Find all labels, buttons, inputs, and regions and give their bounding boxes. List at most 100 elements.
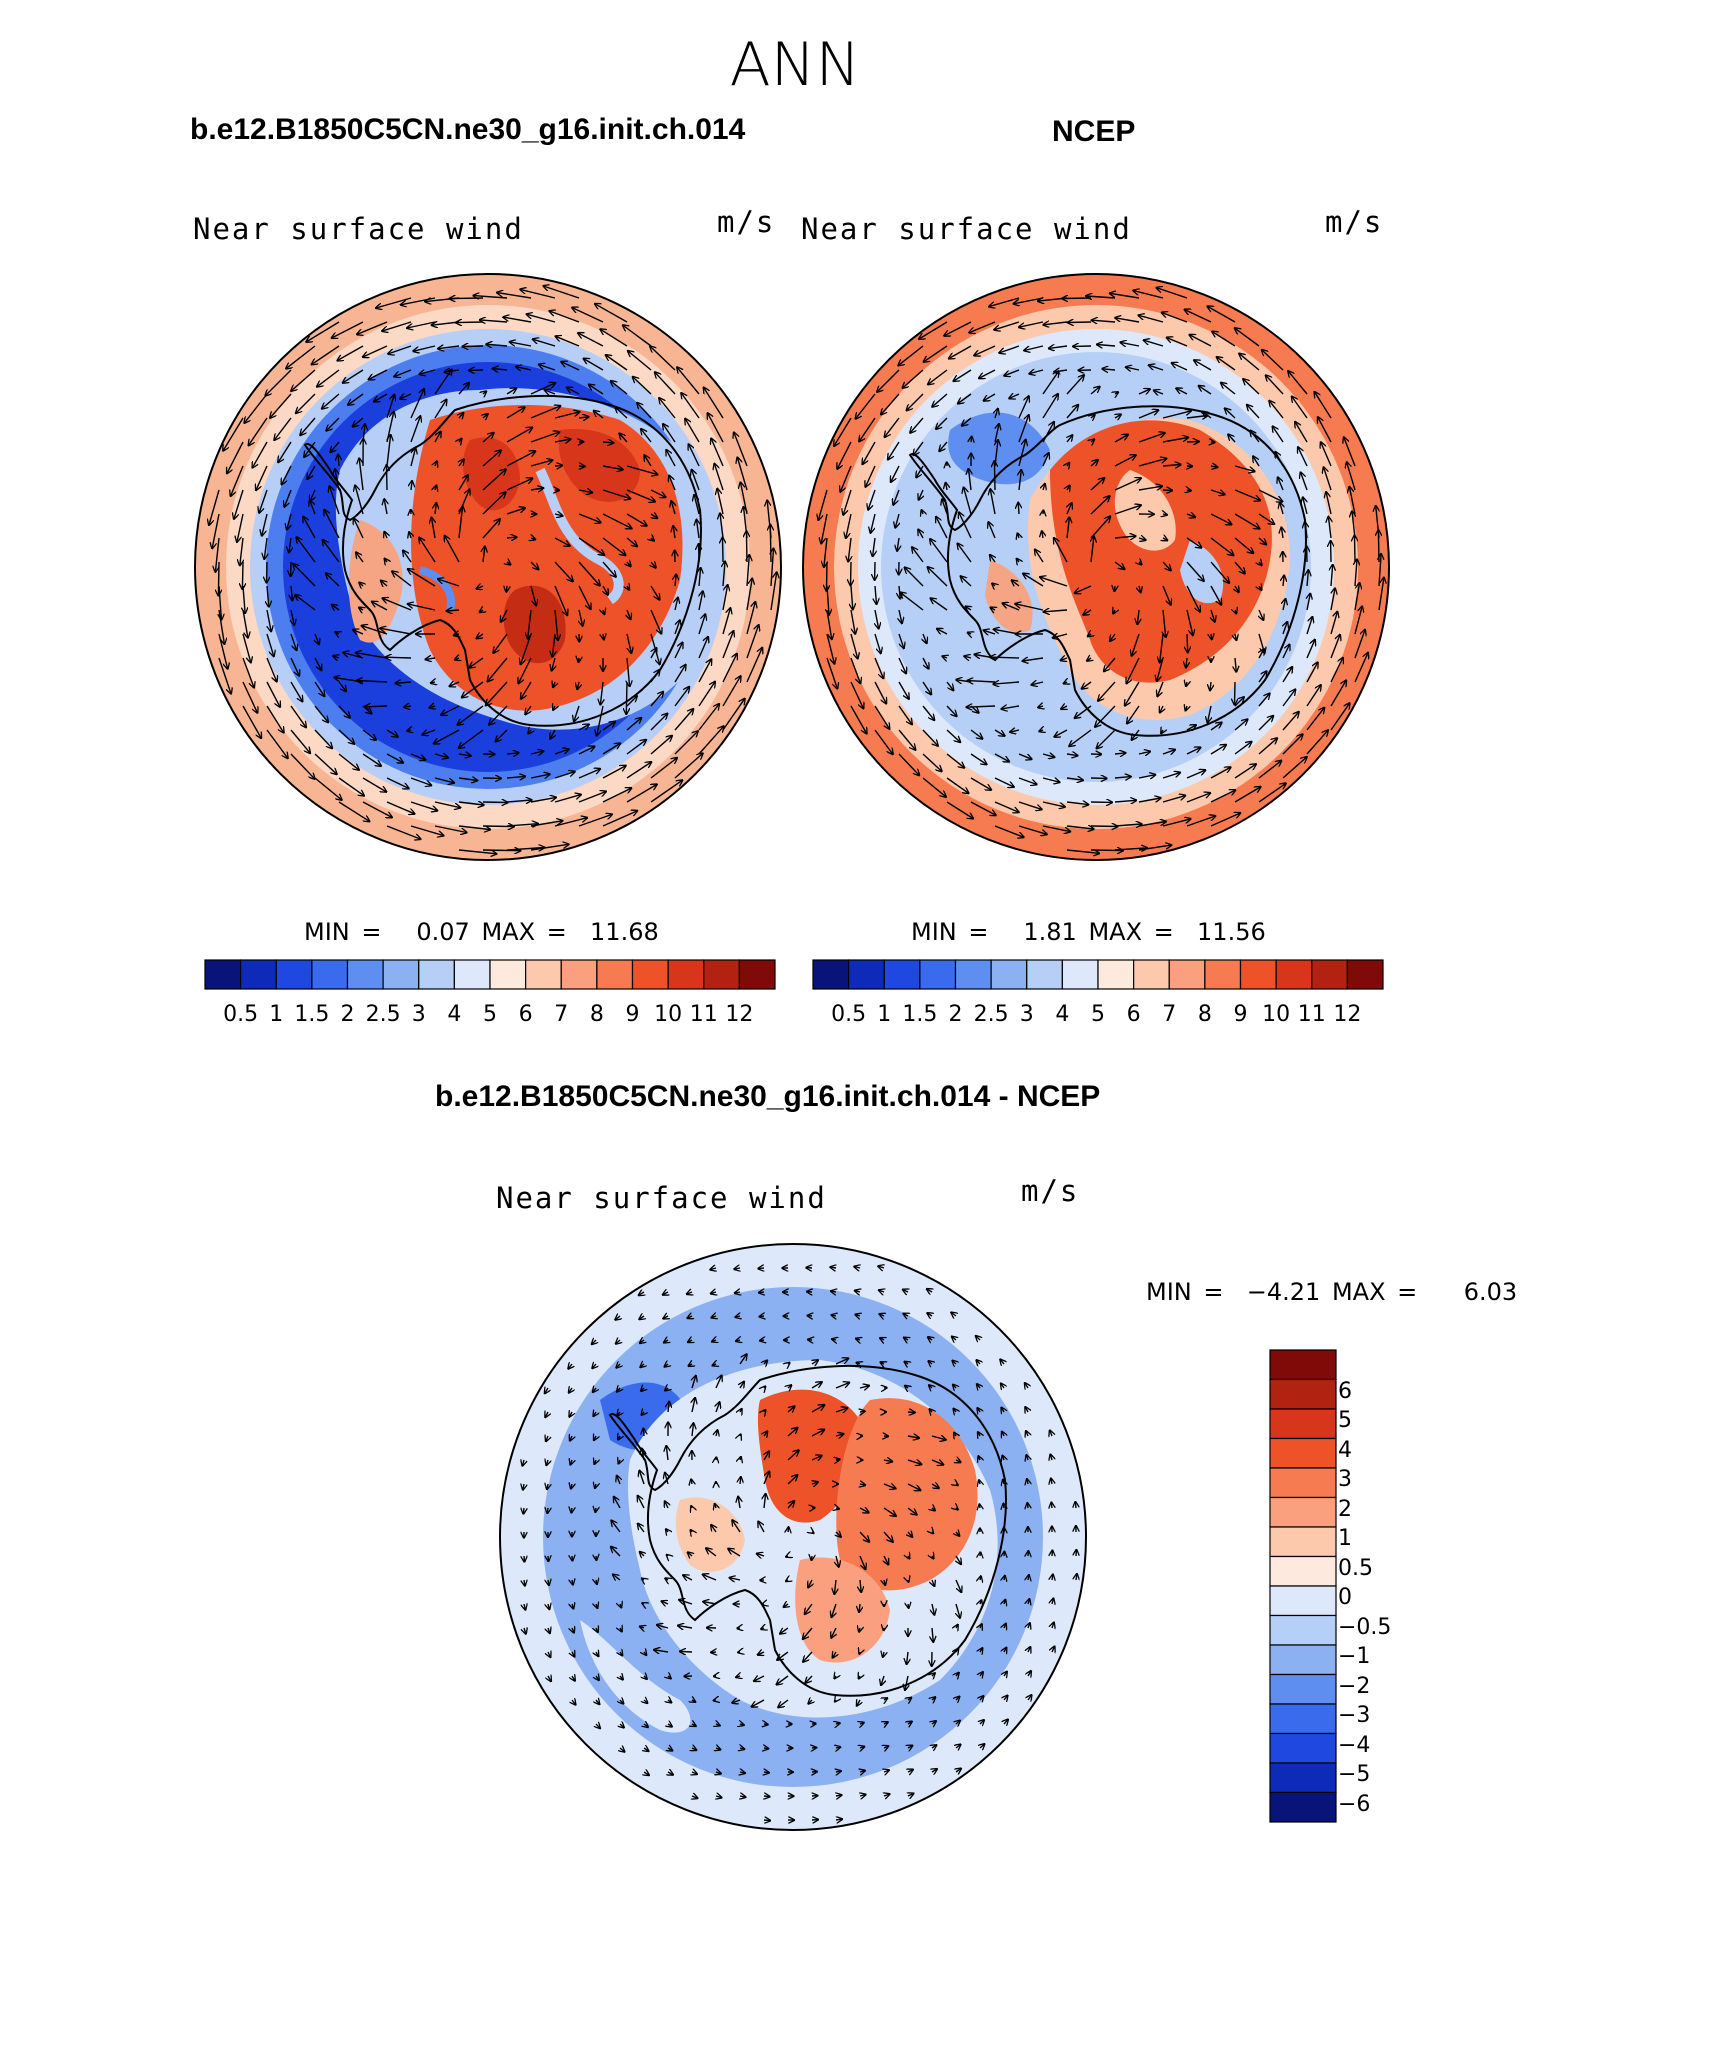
- wind-vector: [674, 753, 703, 779]
- wind-vector: [1162, 773, 1180, 779]
- wind-vector: [722, 585, 728, 611]
- wind-vector: [910, 417, 924, 433]
- wind-vector: [900, 592, 924, 611]
- wind-vector: [291, 369, 316, 391]
- wind-vector: [386, 395, 394, 419]
- wind-vector: [1114, 848, 1147, 850]
- wind-vector: [666, 1446, 668, 1461]
- wind-vector: [898, 633, 904, 648]
- wind-vector: [994, 801, 1019, 812]
- wind-vector: [831, 1291, 836, 1292]
- wind-vector: [964, 487, 972, 515]
- wind-vector: [836, 1459, 840, 1460]
- wind-vector: [626, 537, 637, 546]
- wind-vector: [593, 1412, 596, 1416]
- wind-vector: [315, 633, 319, 644]
- wind-vector: [1154, 390, 1164, 394]
- colorbar-box: [1269, 1762, 1337, 1794]
- wind-vector: [918, 530, 923, 539]
- obs-field-label: Near surface wind: [801, 212, 1132, 246]
- model-field-label: Near surface wind: [193, 212, 524, 246]
- wind-vector: [968, 633, 971, 634]
- wind-vector: [615, 1316, 620, 1320]
- diff-wind-vectors: [522, 1266, 1077, 1821]
- wind-vector: [330, 441, 340, 452]
- wind-vector: [1234, 697, 1244, 707]
- wind-vector: [1157, 288, 1188, 299]
- wind-vector: [600, 329, 628, 347]
- wind-vector: [240, 537, 243, 565]
- wind-vector: [362, 777, 386, 792]
- wind-vector: [530, 488, 543, 490]
- wind-vector: [836, 1747, 840, 1748]
- wind-vector: [531, 538, 535, 539]
- wind-vector: [650, 585, 660, 600]
- wind-vector: [840, 465, 852, 492]
- wind-vector: [455, 658, 459, 660]
- wind-vector: [293, 564, 316, 587]
- wind-vector: [556, 336, 580, 347]
- wind-vector: [1092, 320, 1116, 322]
- wind-vector: [524, 1604, 525, 1610]
- wind-vector: [554, 772, 575, 779]
- wind-vector: [524, 1580, 525, 1586]
- wind-vector: [1039, 730, 1043, 731]
- wind-vector: [1186, 657, 1187, 668]
- wind-vector: [554, 749, 569, 755]
- wind-vector: [1038, 706, 1043, 708]
- wind-vector: [1137, 609, 1139, 624]
- wind-vector: [746, 579, 752, 611]
- wind-vector: [694, 495, 700, 515]
- wind-vector: [897, 537, 899, 551]
- wind-vector: [923, 633, 927, 643]
- wind-vector: [1018, 825, 1047, 834]
- colorbar-box: [1269, 1437, 1337, 1469]
- wind-vector: [469, 657, 484, 668]
- wind-vector: [1306, 617, 1312, 635]
- wind-vector: [219, 585, 221, 620]
- wind-vector: [550, 311, 580, 323]
- wind-vector: [343, 369, 364, 383]
- wind-vector: [1210, 490, 1225, 494]
- wind-vector: [991, 608, 996, 611]
- colorbar-tick-label: 11: [1297, 1002, 1326, 1027]
- wind-vector: [893, 489, 900, 505]
- colorbar-box: [240, 959, 277, 990]
- wind-vector: [595, 1484, 596, 1488]
- wind-vector: [641, 1388, 644, 1391]
- wind-vector: [688, 1552, 692, 1556]
- wind-vector: [692, 1772, 697, 1774]
- colorbar-tick-label: 10: [654, 1002, 683, 1027]
- wind-vector: [617, 1412, 620, 1416]
- wind-vector: [898, 729, 915, 750]
- wind-vector: [554, 439, 570, 442]
- wind-vector: [266, 657, 277, 682]
- wind-vector: [524, 1628, 526, 1634]
- colorbar-tick-label: 12: [1333, 1002, 1362, 1027]
- colorbar-tick-label: 0.5: [1338, 1555, 1373, 1581]
- wind-vector: [242, 561, 243, 589]
- wind-vector: [1043, 322, 1068, 325]
- wind-vector: [462, 346, 484, 347]
- colorbar-tick-label: 2.5: [973, 1002, 1009, 1027]
- wind-vector: [584, 359, 604, 371]
- wind-vector: [1210, 723, 1222, 731]
- wind-vector: [386, 753, 403, 763]
- wind-vector: [362, 729, 376, 740]
- colorbar-tick-label: 0.5: [831, 1002, 867, 1027]
- wind-vector: [545, 1388, 548, 1393]
- wind-vector: [496, 729, 508, 742]
- wind-vector: [483, 547, 485, 563]
- wind-vector: [1235, 634, 1236, 640]
- wind-vector: [1330, 588, 1335, 611]
- wind-vector: [638, 1524, 645, 1533]
- wind-vector: [1275, 452, 1284, 467]
- wind-vector: [618, 1436, 620, 1440]
- wind-vector: [651, 562, 656, 568]
- wind-vector: [1234, 764, 1256, 779]
- wind-vector: [386, 435, 391, 467]
- wind-vector: [480, 320, 508, 322]
- wind-vector: [667, 1555, 668, 1556]
- wind-vector: [995, 409, 998, 419]
- wind-vector: [1280, 503, 1283, 515]
